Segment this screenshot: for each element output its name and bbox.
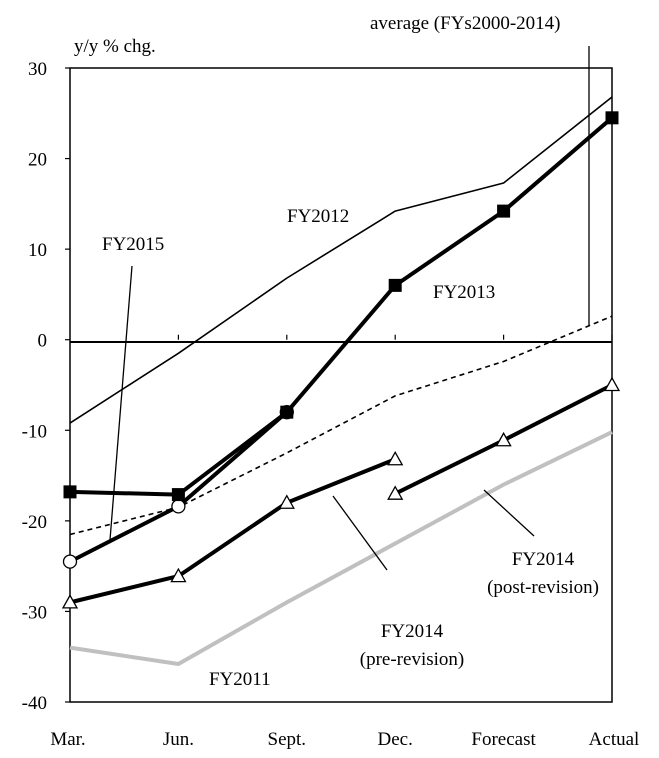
y-tick-label: 10: [28, 240, 47, 261]
annotation-fy2014-post: FY2014: [512, 549, 575, 570]
x-tick-label: Mar.: [50, 729, 85, 750]
data-point-fy2015: [171, 499, 186, 514]
data-point-fy2014-pre-revision: [61, 594, 79, 609]
series-line-fy2014-pre-revision: [69, 457, 396, 605]
leader-line-fy2014-pre: [332, 495, 388, 571]
series-layer: [61, 96, 621, 666]
annotation-fy2014-pre-sub: (pre-revision): [360, 649, 464, 670]
leader-line-fy2015: [109, 265, 133, 541]
y-tick-label: -30: [22, 602, 47, 623]
data-point-fy2013: [605, 111, 619, 125]
data-point-fy2014-pre-revision: [170, 567, 187, 583]
annotation-fy2011: FY2011: [209, 669, 271, 690]
data-point-fy2014-post-revision: [603, 376, 621, 392]
annotation-fy2015: FY2015: [102, 234, 164, 255]
leader-line-fy2014-post: [483, 489, 535, 537]
x-tick-label: Forecast: [471, 729, 536, 750]
x-tick-label: Actual: [589, 729, 640, 750]
annotation-fy2013: FY2013: [433, 282, 495, 303]
y-tick-label: -20: [22, 512, 47, 533]
plot-frame: [69, 67, 613, 703]
data-point-fy2013: [497, 204, 511, 218]
y-tick-label: 30: [28, 59, 47, 80]
data-point-fy2014-pre-revision: [387, 450, 404, 466]
data-point-fy2015: [62, 554, 78, 569]
data-point-fy2013: [280, 405, 294, 419]
x-tick-label: Jun.: [163, 729, 194, 750]
x-tick-marks: [177, 334, 613, 340]
y-tick-label: 20: [28, 150, 47, 171]
y-tick-labels: 30 20 10 0 -10 -20 -30 -40: [22, 59, 70, 714]
annotation-fy2012: FY2012: [287, 206, 349, 227]
annotation-fy2014-pre: FY2014: [381, 621, 444, 642]
y-tick-label: -40: [22, 693, 47, 714]
data-point-fy2013: [63, 485, 77, 499]
series-line-fy2011: [69, 430, 613, 666]
y-tick-label: 0: [38, 331, 48, 352]
data-point-fy2014-pre-revision: [278, 494, 295, 509]
data-point-fy2014-post-revision: [387, 485, 404, 500]
x-tick-labels: Mar. Jun. Sept. Dec. Forecast Actual: [50, 729, 639, 750]
y-tick-label: -10: [22, 421, 47, 442]
data-point-fy2013: [171, 488, 185, 502]
series-line-average-fys2000-2014: [69, 315, 613, 536]
data-point-fy2014-post-revision: [495, 431, 512, 447]
x-tick-label: Dec.: [378, 729, 413, 750]
x-tick-label: Sept.: [268, 729, 307, 750]
data-point-fy2013: [388, 278, 402, 292]
series-line-fy2012: [69, 96, 613, 424]
annotation-fy2014-post-sub: (post-revision): [487, 577, 599, 598]
y-axis-label: y/y % chg.: [74, 36, 156, 57]
series-line-fy2013: [69, 116, 614, 497]
annotation-average: average (FYs2000-2014): [370, 13, 560, 34]
